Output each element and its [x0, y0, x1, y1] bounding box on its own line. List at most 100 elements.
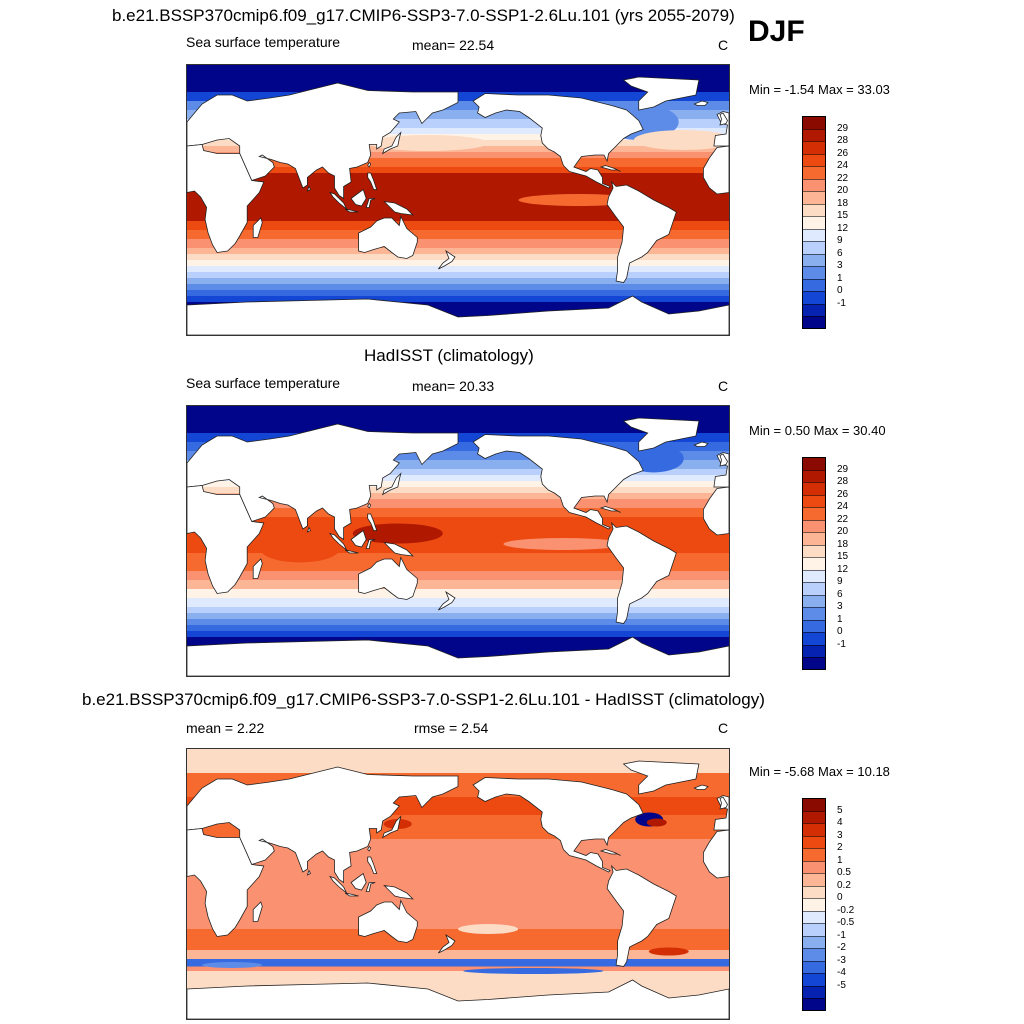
- sst-band: [187, 493, 729, 500]
- map-canvas: [187, 406, 729, 676]
- panel-obs-minmax: Min = 0.50 Max = 30.40: [749, 423, 886, 438]
- colorbar-swatch: [802, 607, 826, 621]
- colorbar-swatch: [802, 544, 826, 558]
- colorbar-tick-label: 0.5: [837, 867, 851, 879]
- colorbar-tick-label: 29: [837, 122, 849, 134]
- sst-band: [187, 959, 729, 967]
- colorbar-tick-label: 4: [837, 817, 843, 829]
- colorbar-swatch: [802, 632, 826, 646]
- sst-band: [187, 248, 729, 255]
- land-outline: [306, 526, 312, 533]
- colorbar-tick-label: 2: [837, 842, 843, 854]
- brazil-malvinas-anomaly: [648, 947, 689, 956]
- land-outline: [252, 217, 263, 238]
- page-title: b.e21.BSSP370cmip6.f09_g17.CMIP6-SSP3-7.…: [112, 6, 735, 25]
- colorbar-swatch: [802, 657, 826, 671]
- panel-diff-rmse-label: rmse = 2.54: [414, 720, 489, 736]
- land-outline: [306, 869, 312, 876]
- colorbar-tick-label: 6: [837, 247, 843, 259]
- land-outline: [344, 892, 359, 897]
- colorbar-swatch: [802, 482, 826, 496]
- colorbar-tick-label: 12: [837, 222, 849, 234]
- land-outline: [383, 541, 414, 557]
- colorbar-swatch: [802, 469, 826, 483]
- sst-band: [187, 562, 729, 572]
- sst-band: [187, 296, 729, 303]
- sst-band: [187, 929, 729, 951]
- panel-model-units-label: C: [718, 37, 729, 53]
- map-canvas: [187, 65, 729, 335]
- colorbar-tick-label: -0.5: [837, 917, 855, 929]
- colorbar-swatch: [802, 860, 826, 874]
- land-outline: [365, 198, 376, 208]
- land-outline: [350, 188, 367, 207]
- land-outline: [252, 901, 263, 922]
- colorbar-swatch: [802, 532, 826, 546]
- land-outline: [367, 502, 372, 509]
- colorbar-swatch: [802, 316, 826, 330]
- colorbar-swatch: [802, 457, 826, 471]
- sst-band: [187, 158, 729, 168]
- colorbar-frame: [802, 116, 826, 329]
- land-outline: [606, 180, 677, 283]
- colorbar-swatch: [802, 303, 826, 317]
- colorbar-swatch: [802, 278, 826, 292]
- land-outline: [383, 884, 414, 900]
- land-outline: [472, 93, 644, 189]
- land-outline: [472, 777, 644, 873]
- colorbar-tick-label: 3: [837, 601, 843, 613]
- land-outline: [438, 590, 456, 611]
- sst-band: [187, 499, 729, 509]
- panel-model-minmax: Min = -1.54 Max = 33.03: [749, 82, 890, 97]
- panel-diff-title: b.e21.BSSP370cmip6.f09_g17.CMIP6-SSP3-7.…: [82, 690, 765, 709]
- gulf-stream-warm-anomaly: [646, 818, 667, 827]
- panel-obs-title: HadISST (climatology): [364, 346, 534, 365]
- land-outline: [344, 549, 359, 554]
- colorbar-tick-label: -5: [837, 979, 846, 991]
- south-pacific-anomaly: [458, 924, 519, 934]
- land-outline: [622, 417, 700, 452]
- colorbar-tick-label: 24: [837, 501, 849, 513]
- panel-obs-map: [186, 405, 730, 677]
- land-outline: [367, 856, 378, 874]
- sst-band: [187, 451, 729, 461]
- sst-band: [187, 571, 729, 581]
- colorbar-tick-label: 1: [837, 613, 843, 625]
- colorbar-swatch: [802, 885, 826, 899]
- sst-band: [187, 580, 729, 590]
- land-outline: [381, 815, 402, 839]
- colorbar-swatch: [802, 266, 826, 280]
- land-outline: [187, 423, 459, 541]
- sst-band: [187, 487, 729, 494]
- colorbar-swatch: [802, 848, 826, 862]
- land-outline: [365, 539, 376, 549]
- colorbar-swatch: [802, 228, 826, 242]
- colorbar-swatch: [802, 910, 826, 924]
- colorbar-tick-label: 1: [837, 854, 843, 866]
- colorbar-swatch: [802, 253, 826, 267]
- panel-diff-minmax: Min = -5.68 Max = 10.18: [749, 764, 890, 779]
- colorbar-tick-label: 26: [837, 488, 849, 500]
- southern-ocean-anomaly: [463, 968, 604, 974]
- colorbar-swatch: [802, 569, 826, 583]
- land-outline: [365, 882, 376, 892]
- colorbar-swatch: [802, 644, 826, 658]
- colorbar-swatch: [802, 798, 826, 812]
- panel-obs-mean-label: mean= 20.33: [412, 378, 495, 394]
- sst-band: [187, 508, 729, 518]
- colorbar-swatch: [802, 973, 826, 987]
- colorbar-tick-label: -0.2: [837, 904, 855, 916]
- land-outline: [187, 766, 459, 884]
- sst-band: [187, 553, 729, 563]
- colorbar-swatch: [802, 519, 826, 533]
- sst-band: [187, 266, 729, 273]
- colorbar-swatch: [802, 873, 826, 887]
- panel-diff-units-label: C: [718, 720, 729, 736]
- colorbar-swatch: [802, 948, 826, 962]
- colorbar-swatch: [802, 935, 826, 949]
- indian-ocean-warm: [259, 534, 340, 563]
- colorbar-swatch: [802, 998, 826, 1012]
- colorbar-tick-label: 9: [837, 235, 843, 247]
- southern-ocean-anomaly: [202, 962, 263, 968]
- colorbar-swatch: [802, 216, 826, 230]
